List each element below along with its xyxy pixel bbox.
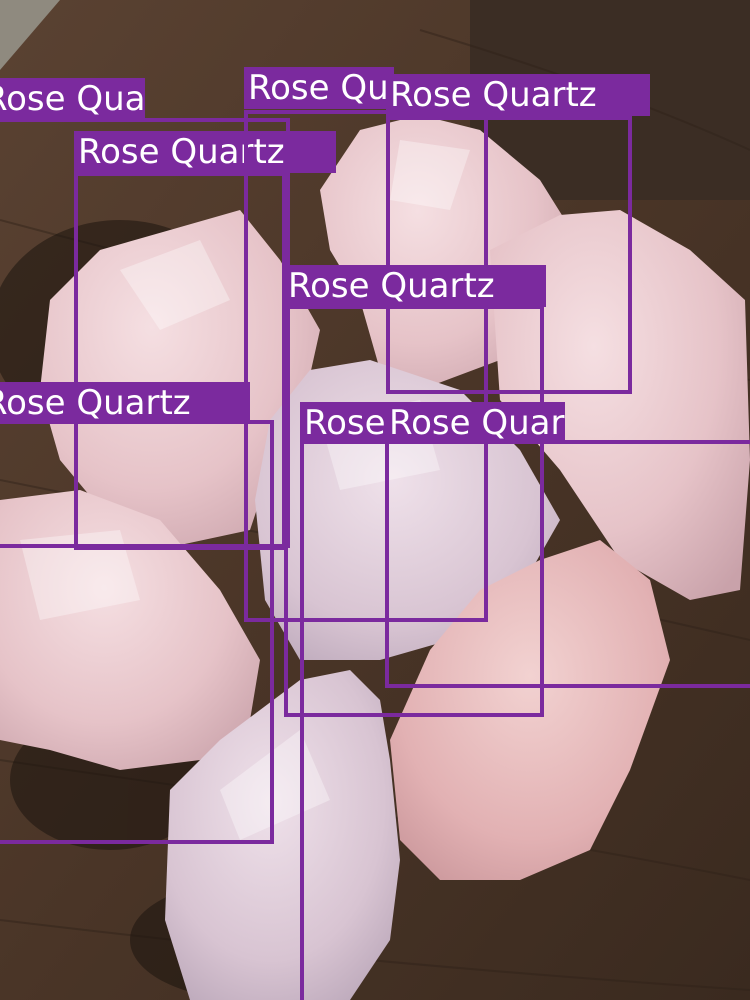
rose-quartz-photo xyxy=(0,0,750,1000)
